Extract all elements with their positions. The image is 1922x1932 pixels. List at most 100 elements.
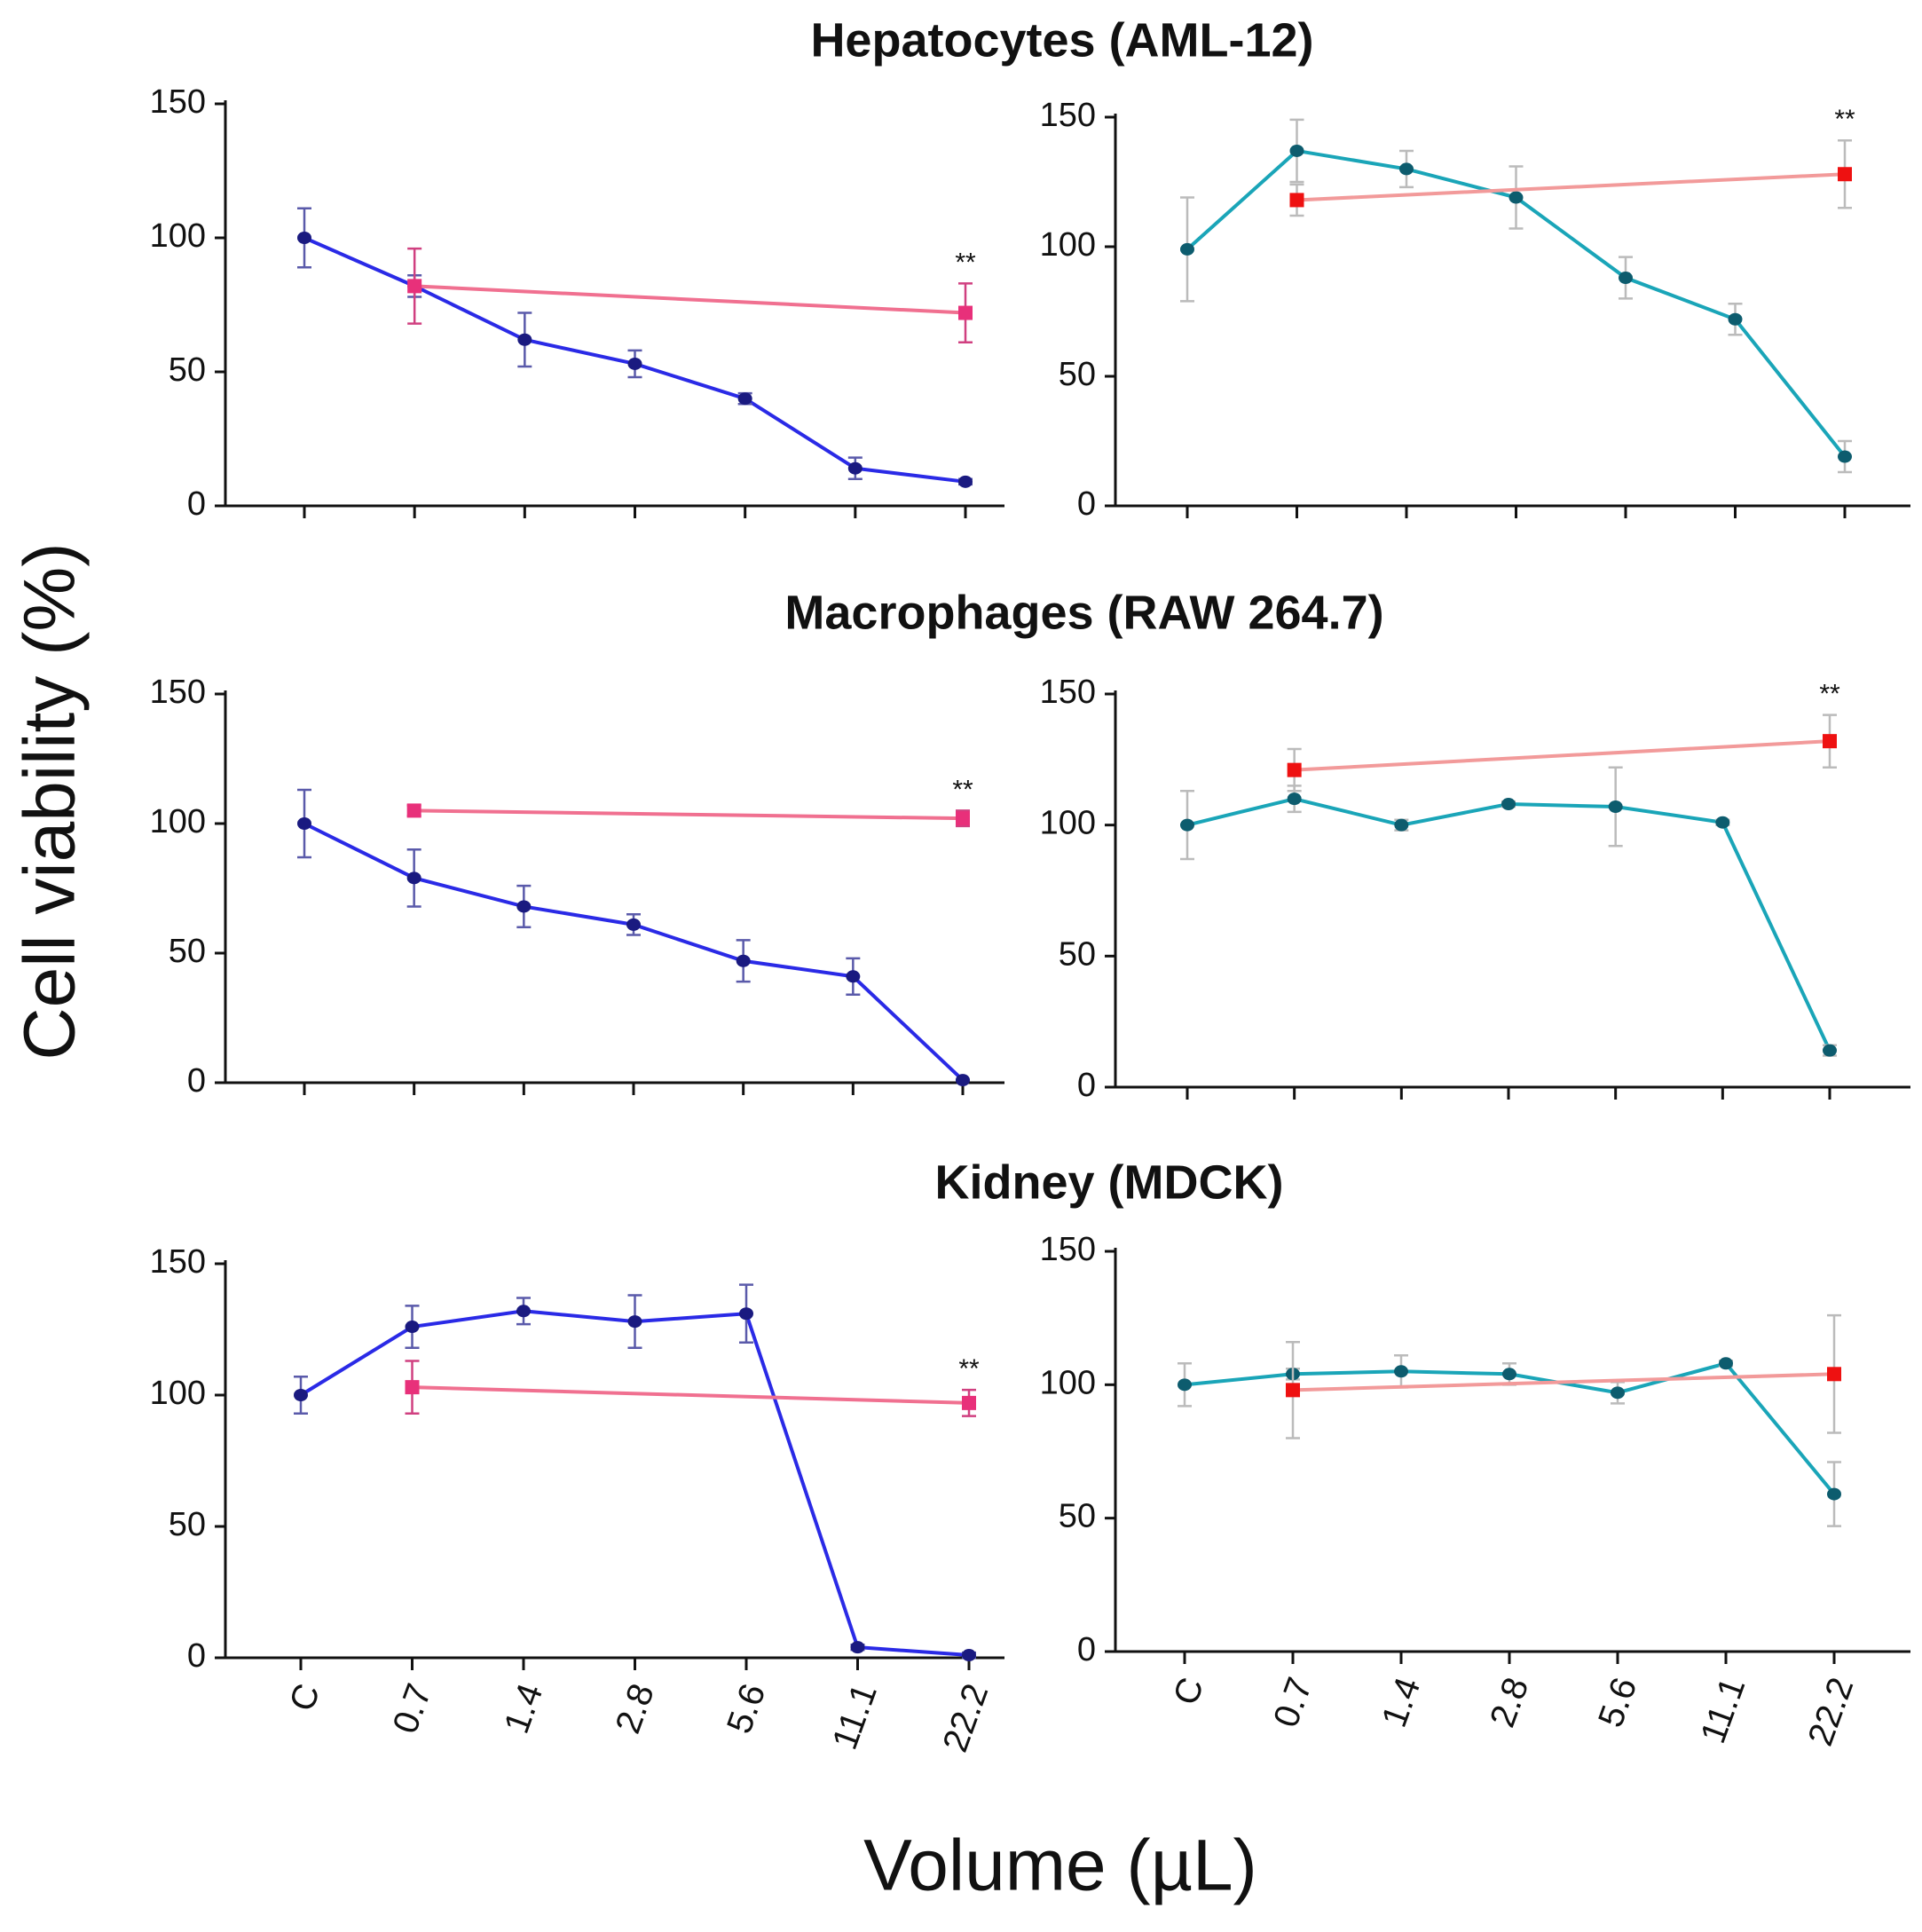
- marker: [405, 1321, 420, 1334]
- y-tick-label: 150: [150, 1243, 206, 1281]
- x-axis-title: Volume (µL): [863, 1826, 1257, 1906]
- x-tick-label: 11.1: [825, 1679, 885, 1755]
- marker: [1399, 162, 1414, 176]
- series-line: [1292, 1372, 1835, 1392]
- marker: [1180, 818, 1194, 832]
- y-tick-label: 50: [169, 351, 206, 389]
- marker: [956, 811, 970, 826]
- marker: [1611, 1386, 1625, 1400]
- marker: [850, 1641, 865, 1654]
- marker: [1619, 272, 1633, 285]
- y-tick-label: 50: [1059, 1498, 1096, 1535]
- annotation: **: [1819, 680, 1840, 709]
- x-tick-label: 22.2: [1800, 1673, 1861, 1751]
- marker: [517, 333, 532, 346]
- marker: [958, 475, 973, 488]
- y-tick-label: 150: [150, 674, 206, 711]
- marker: [297, 817, 311, 830]
- y-tick-label: 50: [1059, 356, 1096, 393]
- marker: [1823, 1044, 1837, 1057]
- y-tick-label: 150: [1040, 97, 1096, 134]
- row-title: Kidney (MDCK): [935, 1155, 1284, 1209]
- marker: [736, 954, 751, 967]
- series-line: [1296, 172, 1846, 202]
- x-tick-label: C: [282, 1679, 327, 1716]
- y-tick-label: 100: [1040, 1364, 1096, 1401]
- y-tick-label: 0: [187, 1062, 206, 1100]
- x-tick-label: 0.7: [1266, 1673, 1319, 1732]
- marker: [297, 232, 311, 244]
- series-line: [414, 284, 966, 315]
- marker: [956, 1074, 970, 1087]
- annotation: **: [955, 248, 976, 277]
- marker: [1394, 818, 1409, 832]
- y-tick-label: 100: [1040, 226, 1096, 264]
- marker: [847, 461, 863, 475]
- marker: [1286, 1383, 1300, 1398]
- marker: [1719, 1357, 1733, 1370]
- series-line: [412, 1385, 970, 1405]
- series-line: [414, 808, 964, 821]
- marker: [1287, 762, 1302, 777]
- marker: [1715, 816, 1730, 829]
- x-tick-label: 22.2: [935, 1679, 996, 1757]
- series-line: [1186, 797, 1831, 1052]
- series-line: [303, 822, 965, 1082]
- marker: [516, 900, 532, 913]
- row-title: Macrophages (RAW 264.7): [784, 586, 1383, 639]
- marker: [1508, 191, 1524, 204]
- marker: [405, 1380, 420, 1395]
- x-tick-label: 5.6: [720, 1679, 773, 1739]
- marker: [1728, 312, 1743, 326]
- y-tick-label: 150: [1040, 1231, 1096, 1268]
- y-tick-label: 0: [1077, 485, 1096, 523]
- x-tick-label: C: [1166, 1673, 1211, 1710]
- series-line: [299, 1309, 970, 1658]
- marker: [737, 392, 752, 406]
- series-line: [1294, 739, 1831, 772]
- x-tick-label: 11.1: [1693, 1673, 1753, 1748]
- y-axis-title: Cell viability (%): [10, 542, 91, 1060]
- marker: [1287, 793, 1302, 806]
- marker: [1608, 800, 1623, 813]
- marker: [1838, 167, 1852, 182]
- marker: [1838, 450, 1852, 463]
- y-tick-label: 50: [1059, 935, 1096, 973]
- marker: [962, 1649, 976, 1662]
- marker: [739, 1307, 753, 1321]
- marker: [516, 1305, 531, 1318]
- marker: [1394, 1365, 1408, 1378]
- marker: [846, 970, 861, 983]
- marker: [294, 1389, 308, 1401]
- annotation: **: [952, 775, 973, 804]
- marker: [626, 918, 641, 931]
- y-tick-label: 100: [150, 217, 206, 255]
- x-tick-label: 2.8: [609, 1679, 662, 1739]
- marker: [1178, 1378, 1192, 1392]
- x-tick-label: 0.7: [386, 1679, 439, 1739]
- y-tick-label: 0: [187, 1637, 206, 1675]
- y-tick-label: 50: [169, 933, 206, 970]
- marker: [406, 803, 421, 818]
- x-tick-label: 1.4: [1375, 1673, 1428, 1732]
- y-tick-label: 100: [150, 803, 206, 840]
- x-tick-label: 5.6: [1591, 1673, 1644, 1732]
- marker: [1827, 1487, 1841, 1501]
- row-title: Hepatocytes (AML-12): [810, 13, 1313, 67]
- marker: [1180, 242, 1194, 256]
- marker: [958, 305, 973, 320]
- y-tick-label: 100: [1040, 805, 1096, 842]
- marker: [1823, 734, 1837, 749]
- y-tick-label: 50: [169, 1506, 206, 1543]
- marker: [406, 871, 421, 885]
- y-tick-label: 150: [150, 83, 206, 121]
- marker: [1289, 193, 1304, 208]
- marker: [1502, 1368, 1516, 1381]
- y-tick-label: 0: [187, 485, 206, 523]
- x-tick-label: 1.4: [497, 1679, 550, 1739]
- marker: [1501, 798, 1516, 811]
- x-tick-label: 2.8: [1483, 1673, 1536, 1732]
- marker: [627, 357, 642, 370]
- y-tick-label: 100: [150, 1375, 206, 1412]
- y-tick-label: 150: [1040, 674, 1096, 711]
